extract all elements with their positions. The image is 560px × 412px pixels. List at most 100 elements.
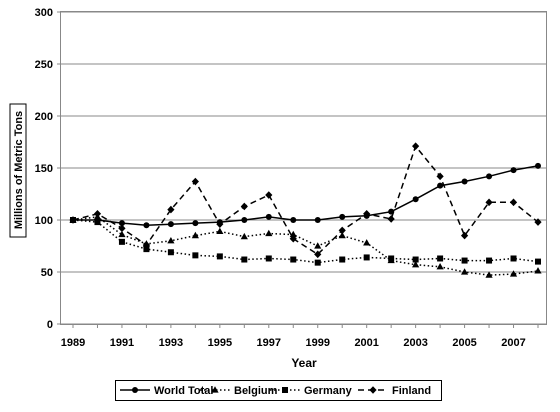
x-tick-label: 1995	[208, 337, 232, 349]
data-point-world-total	[461, 178, 468, 185]
data-point-belgium	[118, 230, 126, 238]
data-point-finland	[338, 226, 346, 235]
data-point-germany	[118, 238, 125, 245]
data-point-germany	[535, 258, 541, 265]
data-point-belgium	[485, 271, 493, 278]
series-markers	[69, 142, 542, 278]
series-line-belgium	[72, 216, 539, 276]
legend-label-germany: Germany	[304, 385, 353, 397]
x-tick-label: 2003	[403, 337, 427, 349]
series-line-finland	[72, 144, 539, 256]
x-tick-label: 1989	[61, 337, 85, 349]
data-point-belgium	[265, 229, 273, 237]
data-point-belgium	[436, 263, 444, 270]
data-point-germany	[290, 256, 297, 263]
x-tick-label: 1993	[159, 337, 183, 349]
x-tick-label: 2001	[354, 337, 378, 349]
x-tick-label: 2005	[452, 337, 476, 349]
y-tick-label: 300	[35, 7, 53, 19]
data-point-finland	[118, 224, 126, 233]
data-point-belgium	[314, 242, 322, 249]
data-point-finland	[167, 205, 175, 214]
data-point-finland	[436, 172, 444, 181]
series-line-world-total	[73, 165, 539, 226]
data-point-finland	[142, 241, 151, 249]
axes	[57, 11, 546, 328]
legend-marker-belgium	[211, 386, 219, 393]
data-point-germany	[363, 254, 370, 261]
series-line-germany	[72, 219, 539, 264]
data-point-germany	[486, 257, 493, 264]
y-tick-label: 150	[35, 163, 53, 175]
data-point-germany	[167, 249, 174, 256]
data-point-germany	[510, 255, 517, 262]
data-point-world-total	[486, 173, 493, 180]
data-point-world-total	[388, 208, 395, 215]
y-tick-label: 0	[47, 319, 53, 331]
data-point-world-total	[192, 220, 199, 227]
data-point-belgium	[509, 270, 518, 277]
data-point-finland	[191, 177, 199, 186]
data-point-finland	[387, 215, 395, 223]
data-point-world-total	[143, 222, 150, 229]
data-point-finland	[69, 216, 77, 224]
y-axis-title: Millions of Metric Tons	[13, 111, 25, 229]
legend-marker-germany	[282, 387, 288, 393]
data-point-finland	[460, 231, 469, 240]
data-point-world-total	[339, 213, 346, 220]
data-point-belgium	[412, 260, 420, 268]
data-point-germany	[461, 257, 468, 264]
data-point-finland	[363, 209, 371, 218]
x-tick-label: 1991	[110, 337, 134, 349]
x-axis-title: Year	[291, 356, 317, 370]
y-tick-label: 100	[35, 215, 53, 227]
legend-label-finland: Finland	[392, 385, 431, 397]
x-tick-label: 1997	[257, 337, 281, 349]
data-point-world-total	[412, 196, 419, 203]
series-lines	[72, 144, 539, 276]
data-point-belgium	[460, 268, 469, 275]
data-point-belgium	[534, 267, 542, 274]
data-point-world-total	[510, 167, 517, 174]
data-point-germany	[241, 256, 248, 263]
data-point-finland	[485, 198, 493, 207]
y-tick-label: 200	[35, 111, 53, 123]
data-point-belgium	[216, 227, 224, 235]
data-point-finland	[412, 142, 420, 150]
x-tick-labels: 1989 1991 1993 1995 1997 1999 2001 2003 2005 2007	[61, 337, 526, 349]
data-point-world-total	[167, 221, 174, 228]
data-point-belgium	[338, 231, 346, 239]
data-point-belgium	[240, 232, 248, 240]
data-point-world-total	[290, 217, 297, 223]
data-point-belgium	[167, 237, 175, 244]
data-point-finland	[265, 191, 273, 199]
data-point-belgium	[191, 231, 199, 239]
data-point-finland	[240, 202, 248, 211]
data-point-world-total	[265, 213, 272, 220]
y-axis-title-box	[9, 103, 27, 238]
data-point-germany	[437, 255, 444, 262]
data-point-world-total	[118, 220, 125, 227]
data-point-finland	[93, 209, 102, 218]
data-point-world-total	[437, 182, 444, 189]
data-point-belgium	[289, 230, 297, 238]
x-tick-label: 1999	[305, 337, 329, 349]
data-point-germany	[314, 259, 321, 266]
data-point-germany	[388, 255, 395, 262]
data-point-world-total	[535, 162, 541, 169]
legend-marker-world-total	[132, 387, 138, 393]
data-point-finland	[509, 198, 518, 207]
data-point-germany	[192, 252, 199, 259]
data-point-finland	[289, 234, 297, 243]
data-point-germany	[143, 246, 150, 253]
data-point-germany	[216, 253, 223, 260]
legend-marker-finland	[369, 386, 377, 394]
legend-label-world-total: World Total	[154, 385, 213, 397]
data-point-germany	[265, 255, 272, 262]
data-point-germany	[412, 256, 419, 263]
legend: World Total Belgium Germany Finland	[120, 385, 431, 397]
data-point-world-total	[314, 217, 321, 223]
